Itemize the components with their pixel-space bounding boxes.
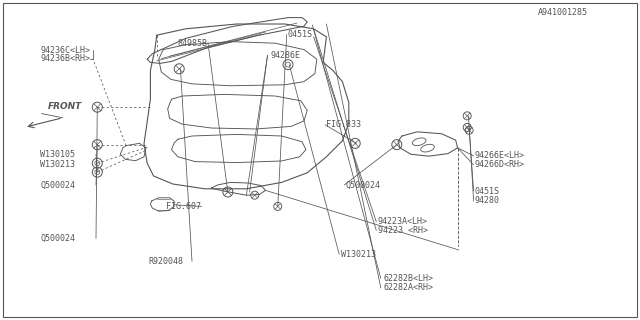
Text: 0451S: 0451S [475, 187, 500, 196]
Text: 94266E<LH>: 94266E<LH> [475, 151, 525, 160]
Text: 62282B<LH>: 62282B<LH> [384, 274, 434, 283]
Text: Q500024: Q500024 [346, 180, 381, 189]
Text: 94236C<LH>: 94236C<LH> [40, 46, 90, 55]
Text: 94223A<LH>: 94223A<LH> [378, 217, 428, 226]
Text: A941001285: A941001285 [538, 8, 588, 17]
Text: R920048: R920048 [148, 257, 184, 266]
Text: FRONT: FRONT [48, 102, 83, 111]
Text: Q500024: Q500024 [40, 180, 76, 189]
Text: Q500024: Q500024 [40, 234, 76, 243]
Text: 84985B: 84985B [178, 39, 208, 48]
Text: FIG.833: FIG.833 [326, 120, 362, 129]
Text: W130213: W130213 [341, 250, 376, 259]
Text: 94223 <RH>: 94223 <RH> [378, 226, 428, 235]
Text: FIG.607: FIG.607 [166, 202, 202, 211]
Text: 94280: 94280 [475, 196, 500, 205]
Text: 94236B<RH>: 94236B<RH> [40, 54, 90, 63]
Text: 94266D<RH>: 94266D<RH> [475, 160, 525, 169]
Text: W130105: W130105 [40, 150, 76, 159]
Text: 94286E: 94286E [270, 51, 300, 60]
Text: 0451S: 0451S [288, 30, 313, 39]
Text: 62282A<RH>: 62282A<RH> [384, 284, 434, 292]
Text: W130213: W130213 [40, 160, 76, 169]
